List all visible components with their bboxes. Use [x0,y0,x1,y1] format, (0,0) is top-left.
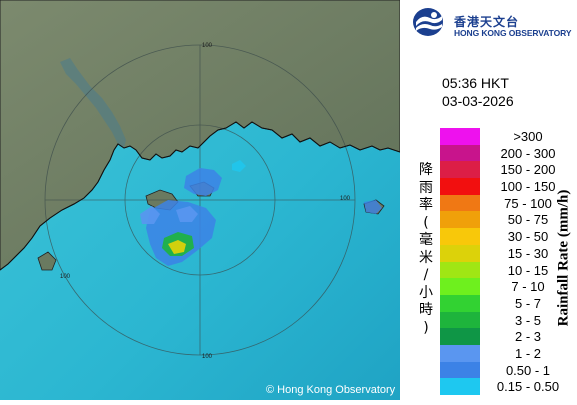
legend-item: 5 - 7 [440,294,575,312]
radar-map[interactable]: 100 100 100 100 © Hong Kong Observatory [0,0,401,400]
range-label-bottom: 100 [202,354,213,360]
observation-time: 05:36 HKT [442,75,509,91]
legend-swatch [440,144,480,162]
legend-swatch [440,311,480,329]
legend-item: >300 [440,128,575,145]
legend-swatch [440,211,480,229]
legend-swatch [440,244,480,262]
macau-area [37,251,57,271]
hko-logo[interactable]: 香港天文台 HONG KONG OBSERVATORY [410,6,575,38]
echo-north [184,168,222,196]
range-label-left: 100 [60,274,71,280]
legend-swatch [440,178,480,195]
legend-label: 75 - 100 [504,195,552,211]
legend-item: 2 - 3 [440,328,575,345]
legend-label: 2 - 3 [514,329,541,345]
legend-swatch [440,261,480,279]
echo-light-east [364,200,382,214]
echo-light-2 [176,206,198,222]
echo-heavy [168,240,186,254]
legend-swatch [440,328,480,345]
echo-light-1 [140,206,160,224]
hko-emblem-icon [413,8,443,36]
legend-swatch [440,294,480,312]
legend-item: 50 - 75 [440,211,575,229]
legend-label: 15 - 30 [507,245,549,261]
copyright-credit: © Hong Kong Observatory [266,384,396,396]
legend-item: 100 - 150 [440,178,575,195]
legend-label: 0.15 - 0.50 [496,379,560,395]
legend-swatch [440,361,480,379]
legend-swatch [440,378,480,395]
rain-echoes [140,160,382,266]
legend-label: 30 - 50 [507,229,549,245]
legend-item: 200 - 300 [440,144,575,162]
legend-item: 7 - 10 [440,278,575,295]
range-label-top: 100 [202,43,213,49]
legend-item: 10 - 15 [440,261,575,279]
legend-label: 150 - 200 [500,162,556,178]
range-label-right: 100 [340,196,351,202]
legend-label: 1 - 2 [514,345,541,361]
legend-item: 30 - 50 [440,228,575,245]
legend-label: 100 - 150 [500,179,556,195]
legend-label: 3 - 5 [514,312,541,328]
legend-swatch [440,344,480,362]
logo-name-zh: 香港天文台 [454,15,520,29]
legend-item: 0.15 - 0.50 [440,378,575,395]
echo-light-ne [232,160,246,172]
legend-label: 5 - 7 [514,295,541,311]
coastline [0,121,401,271]
legend-item: 150 - 200 [440,161,575,179]
legend-swatch [440,228,480,245]
legend-item: 15 - 30 [440,244,575,262]
legend-item: 1 - 2 [440,344,575,362]
info-panel: 香港天文台 HONG KONG OBSERVATORY 05:36 HKT 03… [400,0,577,400]
radar-map-image: 100 100 100 100 [0,0,401,400]
legend-label: >300 [513,129,543,144]
legend-item: 75 - 100 [440,194,575,212]
logo-name-en: HONG KONG OBSERVATORY [454,28,572,38]
legend-item: 0.50 - 1 [440,361,575,379]
legend-swatch [440,128,480,145]
legend-item: 3 - 5 [440,311,575,329]
legend-label: 50 - 75 [507,212,549,228]
range-rings [44,44,356,356]
estuary [60,58,126,148]
legend-swatch [440,161,480,179]
legend-label: 0.50 - 1 [505,362,551,378]
rainfall-legend: >300 200 - 300 150 - 200 100 - 150 75 - 100 5… [440,128,575,395]
observation-date: 03-03-2026 [442,93,514,109]
legend-label: 200 - 300 [500,145,556,161]
legend-swatch [440,278,480,295]
legend-title-zh: 降雨率(毫米 / 小時) [419,162,433,336]
legend-label: 7 - 10 [511,279,545,295]
legend-swatch [440,194,480,212]
legend-label: 10 - 15 [507,262,549,278]
